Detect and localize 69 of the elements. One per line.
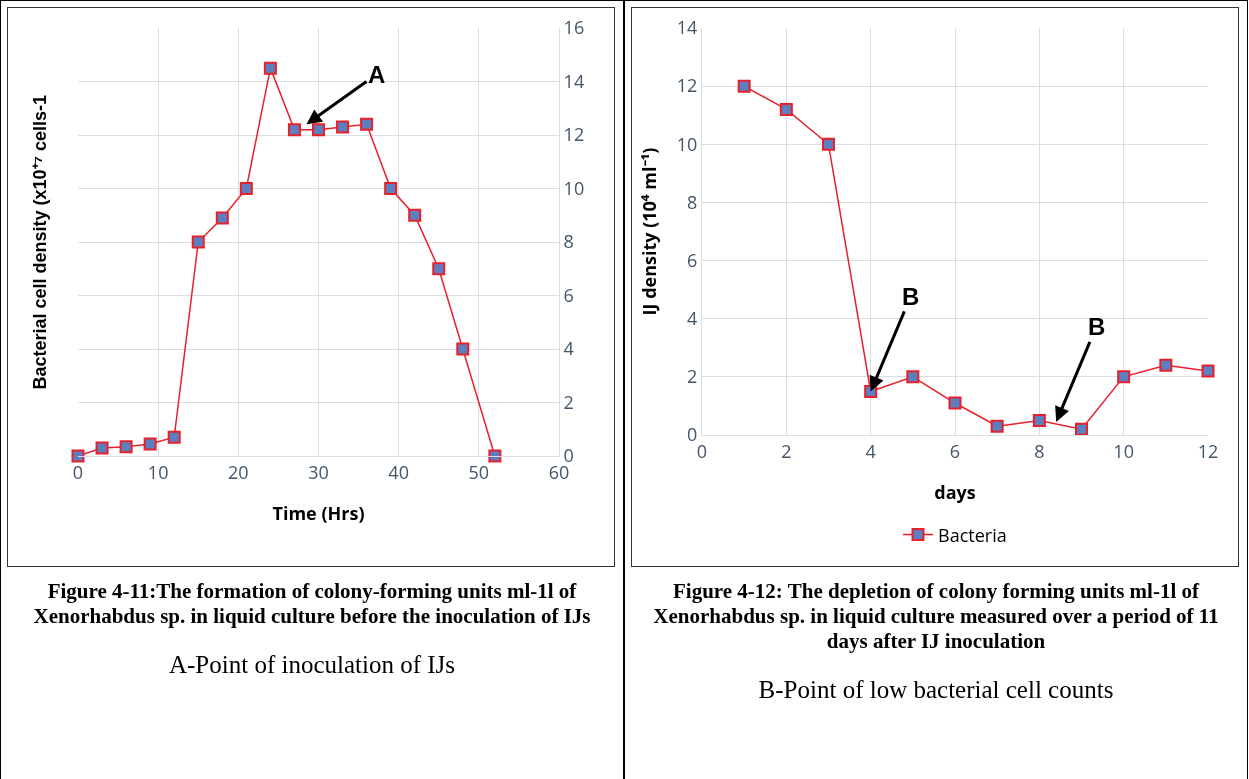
annotation: B [1088, 313, 1106, 340]
point [143, 437, 157, 451]
y-tick-label: 0 [687, 422, 698, 447]
point [948, 396, 962, 410]
x-tick-label: 0 [72, 459, 84, 484]
y-tick-label: 14 [676, 15, 698, 40]
point [263, 61, 277, 75]
point [119, 440, 133, 454]
point [1201, 364, 1215, 378]
y-tick-label: 8 [687, 189, 698, 214]
x-tick-label: 10 [147, 459, 169, 484]
point [1032, 413, 1046, 427]
text: A-Point of inoculation of IJs [167, 651, 457, 679]
x-tick-label: 8 [1034, 438, 1045, 463]
point [779, 102, 793, 116]
point [1075, 422, 1088, 436]
y-tick-label: 4 [687, 306, 698, 331]
x-axis-title: Time (Hrs) [272, 501, 365, 525]
x-tick-label: 4 [865, 438, 876, 463]
y-tick-label: 14 [563, 68, 585, 93]
legend-label: Bacteria [938, 522, 1007, 547]
y-tick-label: 2 [687, 364, 698, 389]
y-axis-title: Bacterial cell density (x10⁺⁷ cells-1 [29, 94, 50, 390]
point [990, 419, 1004, 433]
y-tick-label: 8 [563, 229, 574, 254]
point [1159, 358, 1173, 372]
y-tick-label: 6 [563, 282, 574, 307]
point [488, 449, 502, 463]
text: B-Point of low bacterial cell counts [757, 676, 1115, 704]
point [1117, 370, 1131, 384]
y-tick-label: 16 [563, 15, 585, 40]
annotation: B [902, 283, 920, 310]
caption: Figure 4-12: The depletion of colony forming units ml-1l of Xenorhabdus sp. in liquid culture measured over a period of 11 days after IJ inoculation [652, 579, 1220, 654]
point [312, 123, 325, 137]
point [215, 211, 229, 225]
y-tick-label: 10 [563, 175, 585, 200]
point [906, 370, 920, 384]
y-tick-label: 12 [563, 122, 585, 147]
point [95, 441, 109, 455]
y-tick-label: 10 [676, 131, 698, 156]
x-tick-label: 20 [228, 459, 249, 484]
x-tick-label: 10 [1113, 438, 1134, 463]
point [71, 449, 85, 463]
x-tick-label: 40 [388, 459, 409, 484]
point [191, 235, 205, 249]
point [408, 208, 422, 222]
annotation: A [368, 61, 386, 88]
point [384, 182, 398, 195]
y-tick-label: 4 [563, 336, 574, 361]
point [737, 79, 751, 93]
point [432, 262, 446, 276]
x-tick-label: 2 [781, 438, 792, 463]
point [336, 120, 350, 134]
x-tick-label: 30 [308, 459, 329, 484]
y-axis-title: IJ density (10⁴ ml⁻¹) [637, 147, 661, 316]
point [287, 123, 301, 137]
y-tick-label: 12 [676, 73, 698, 98]
y-tick-label: 2 [563, 389, 574, 414]
x-axis-title: days [934, 480, 976, 504]
y-tick-label: 6 [687, 247, 698, 272]
x-tick-label: 50 [468, 459, 490, 484]
x-tick-label: 12 [1197, 438, 1219, 463]
point [167, 430, 181, 444]
point [239, 182, 253, 195]
caption: Figure 4-11:The formation of colony-forming units ml-1l of Xenorhabdus sp. in liquid culture before the inoculation of IJs [32, 579, 592, 629]
x-tick-label: 6 [949, 438, 961, 463]
point [456, 342, 470, 356]
point [360, 117, 374, 131]
point [822, 137, 835, 151]
